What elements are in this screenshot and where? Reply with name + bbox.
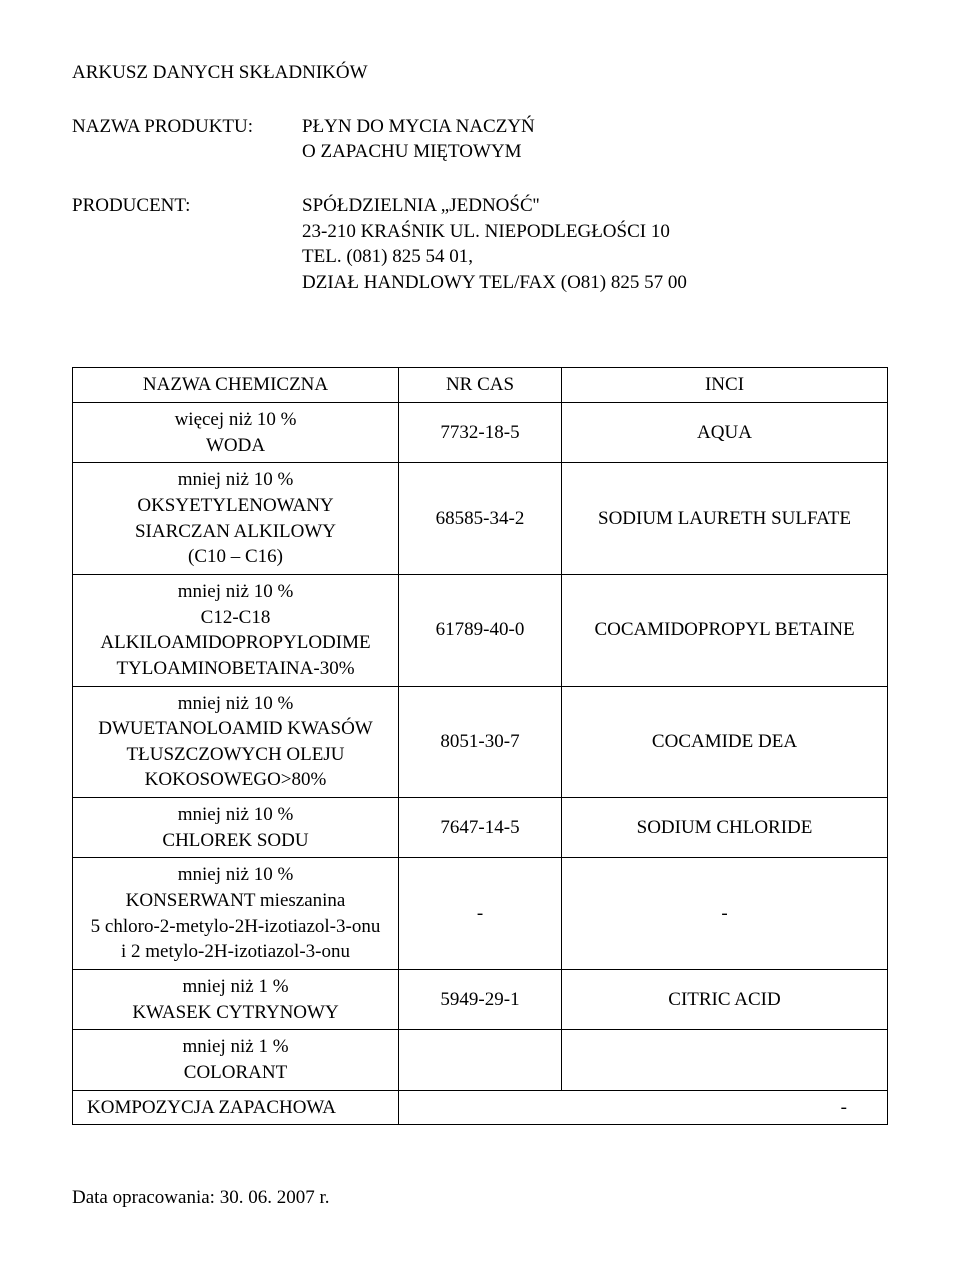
cell-inci <box>562 1030 888 1090</box>
cell-cas: - <box>399 858 562 970</box>
product-value-line2: O ZAPACHU MIĘTOWYM <box>302 139 888 165</box>
document-title: ARKUSZ DANYCH SKŁADNIKÓW <box>72 60 888 86</box>
cell-inci: SODIUM CHLORIDE <box>562 798 888 858</box>
cell-cas: 7732-18-5 <box>399 403 562 463</box>
footer-date: Data opracowania: 30. 06. 2007 r. <box>72 1185 888 1211</box>
cell-inci: COCAMIDE DEA <box>562 686 888 798</box>
producer-block: PRODUCENT: SPÓŁDZIELNIA „JEDNOŚĆ'' 23-21… <box>72 193 888 296</box>
cell-inci: - <box>399 1090 888 1125</box>
product-block: NAZWA PRODUKTU: PŁYN DO MYCIA NACZYŃ O Z… <box>72 114 888 165</box>
cell-inci: SODIUM LAURETH SULFATE <box>562 463 888 575</box>
table-row-composition: KOMPOZYCJA ZAPACHOWA - <box>73 1090 888 1125</box>
table-row: mniej niż 1 %COLORANT <box>73 1030 888 1090</box>
cell-cas: 68585-34-2 <box>399 463 562 575</box>
cell-name: mniej niż 10 %DWUETANOLOAMID KWASÓWTŁUSZ… <box>73 686 399 798</box>
header-inci: INCI <box>562 368 888 403</box>
cell-cas: 8051-30-7 <box>399 686 562 798</box>
table-row: mniej niż 10 %CHLOREK SODU 7647-14-5 SOD… <box>73 798 888 858</box>
table-row: mniej niż 10 %OKSYETYLENOWANYSIARCZAN AL… <box>73 463 888 575</box>
header-cas: NR CAS <box>399 368 562 403</box>
product-label: NAZWA PRODUKTU: <box>72 114 302 165</box>
cell-inci: - <box>562 858 888 970</box>
cell-inci: CITRIC ACID <box>562 969 888 1029</box>
cell-inci: COCAMIDOPROPYL BETAINE <box>562 574 888 686</box>
cell-name: KOMPOZYCJA ZAPACHOWA <box>73 1090 399 1125</box>
producer-value: SPÓŁDZIELNIA „JEDNOŚĆ'' 23-210 KRAŚNIK U… <box>302 193 888 296</box>
cell-name: mniej niż 1 %COLORANT <box>73 1030 399 1090</box>
cell-cas: 7647-14-5 <box>399 798 562 858</box>
product-value: PŁYN DO MYCIA NACZYŃ O ZAPACHU MIĘTOWYM <box>302 114 888 165</box>
table-row: mniej niż 10 %KONSERWANT mieszanina5 chl… <box>73 858 888 970</box>
cell-name: więcej niż 10 %WODA <box>73 403 399 463</box>
cell-cas <box>399 1030 562 1090</box>
producer-line1: SPÓŁDZIELNIA „JEDNOŚĆ'' <box>302 193 888 219</box>
cell-name: mniej niż 10 %KONSERWANT mieszanina5 chl… <box>73 858 399 970</box>
producer-line4: DZIAŁ HANDLOWY TEL/FAX (O81) 825 57 00 <box>302 270 888 296</box>
product-value-line1: PŁYN DO MYCIA NACZYŃ <box>302 114 888 140</box>
cell-name: mniej niż 10 %C12-C18ALKILOAMIDOPROPYLOD… <box>73 574 399 686</box>
cell-name: mniej niż 1 %KWASEK CYTRYNOWY <box>73 969 399 1029</box>
table-row: więcej niż 10 %WODA 7732-18-5 AQUA <box>73 403 888 463</box>
ingredients-table: NAZWA CHEMICZNA NR CAS INCI więcej niż 1… <box>72 367 888 1125</box>
cell-cas: 5949-29-1 <box>399 969 562 1029</box>
cell-name: mniej niż 10 %CHLOREK SODU <box>73 798 399 858</box>
table-row: mniej niż 10 %C12-C18ALKILOAMIDOPROPYLOD… <box>73 574 888 686</box>
producer-line2: 23-210 KRAŚNIK UL. NIEPODLEGŁOŚCI 10 <box>302 219 888 245</box>
table-row: mniej niż 10 %DWUETANOLOAMID KWASÓWTŁUSZ… <box>73 686 888 798</box>
producer-line3: TEL. (081) 825 54 01, <box>302 244 888 270</box>
cell-inci: AQUA <box>562 403 888 463</box>
table-header-row: NAZWA CHEMICZNA NR CAS INCI <box>73 368 888 403</box>
cell-cas: 61789-40-0 <box>399 574 562 686</box>
table-row: mniej niż 1 %KWASEK CYTRYNOWY 5949-29-1 … <box>73 969 888 1029</box>
header-name: NAZWA CHEMICZNA <box>73 368 399 403</box>
producer-label: PRODUCENT: <box>72 193 302 296</box>
cell-name: mniej niż 10 %OKSYETYLENOWANYSIARCZAN AL… <box>73 463 399 575</box>
